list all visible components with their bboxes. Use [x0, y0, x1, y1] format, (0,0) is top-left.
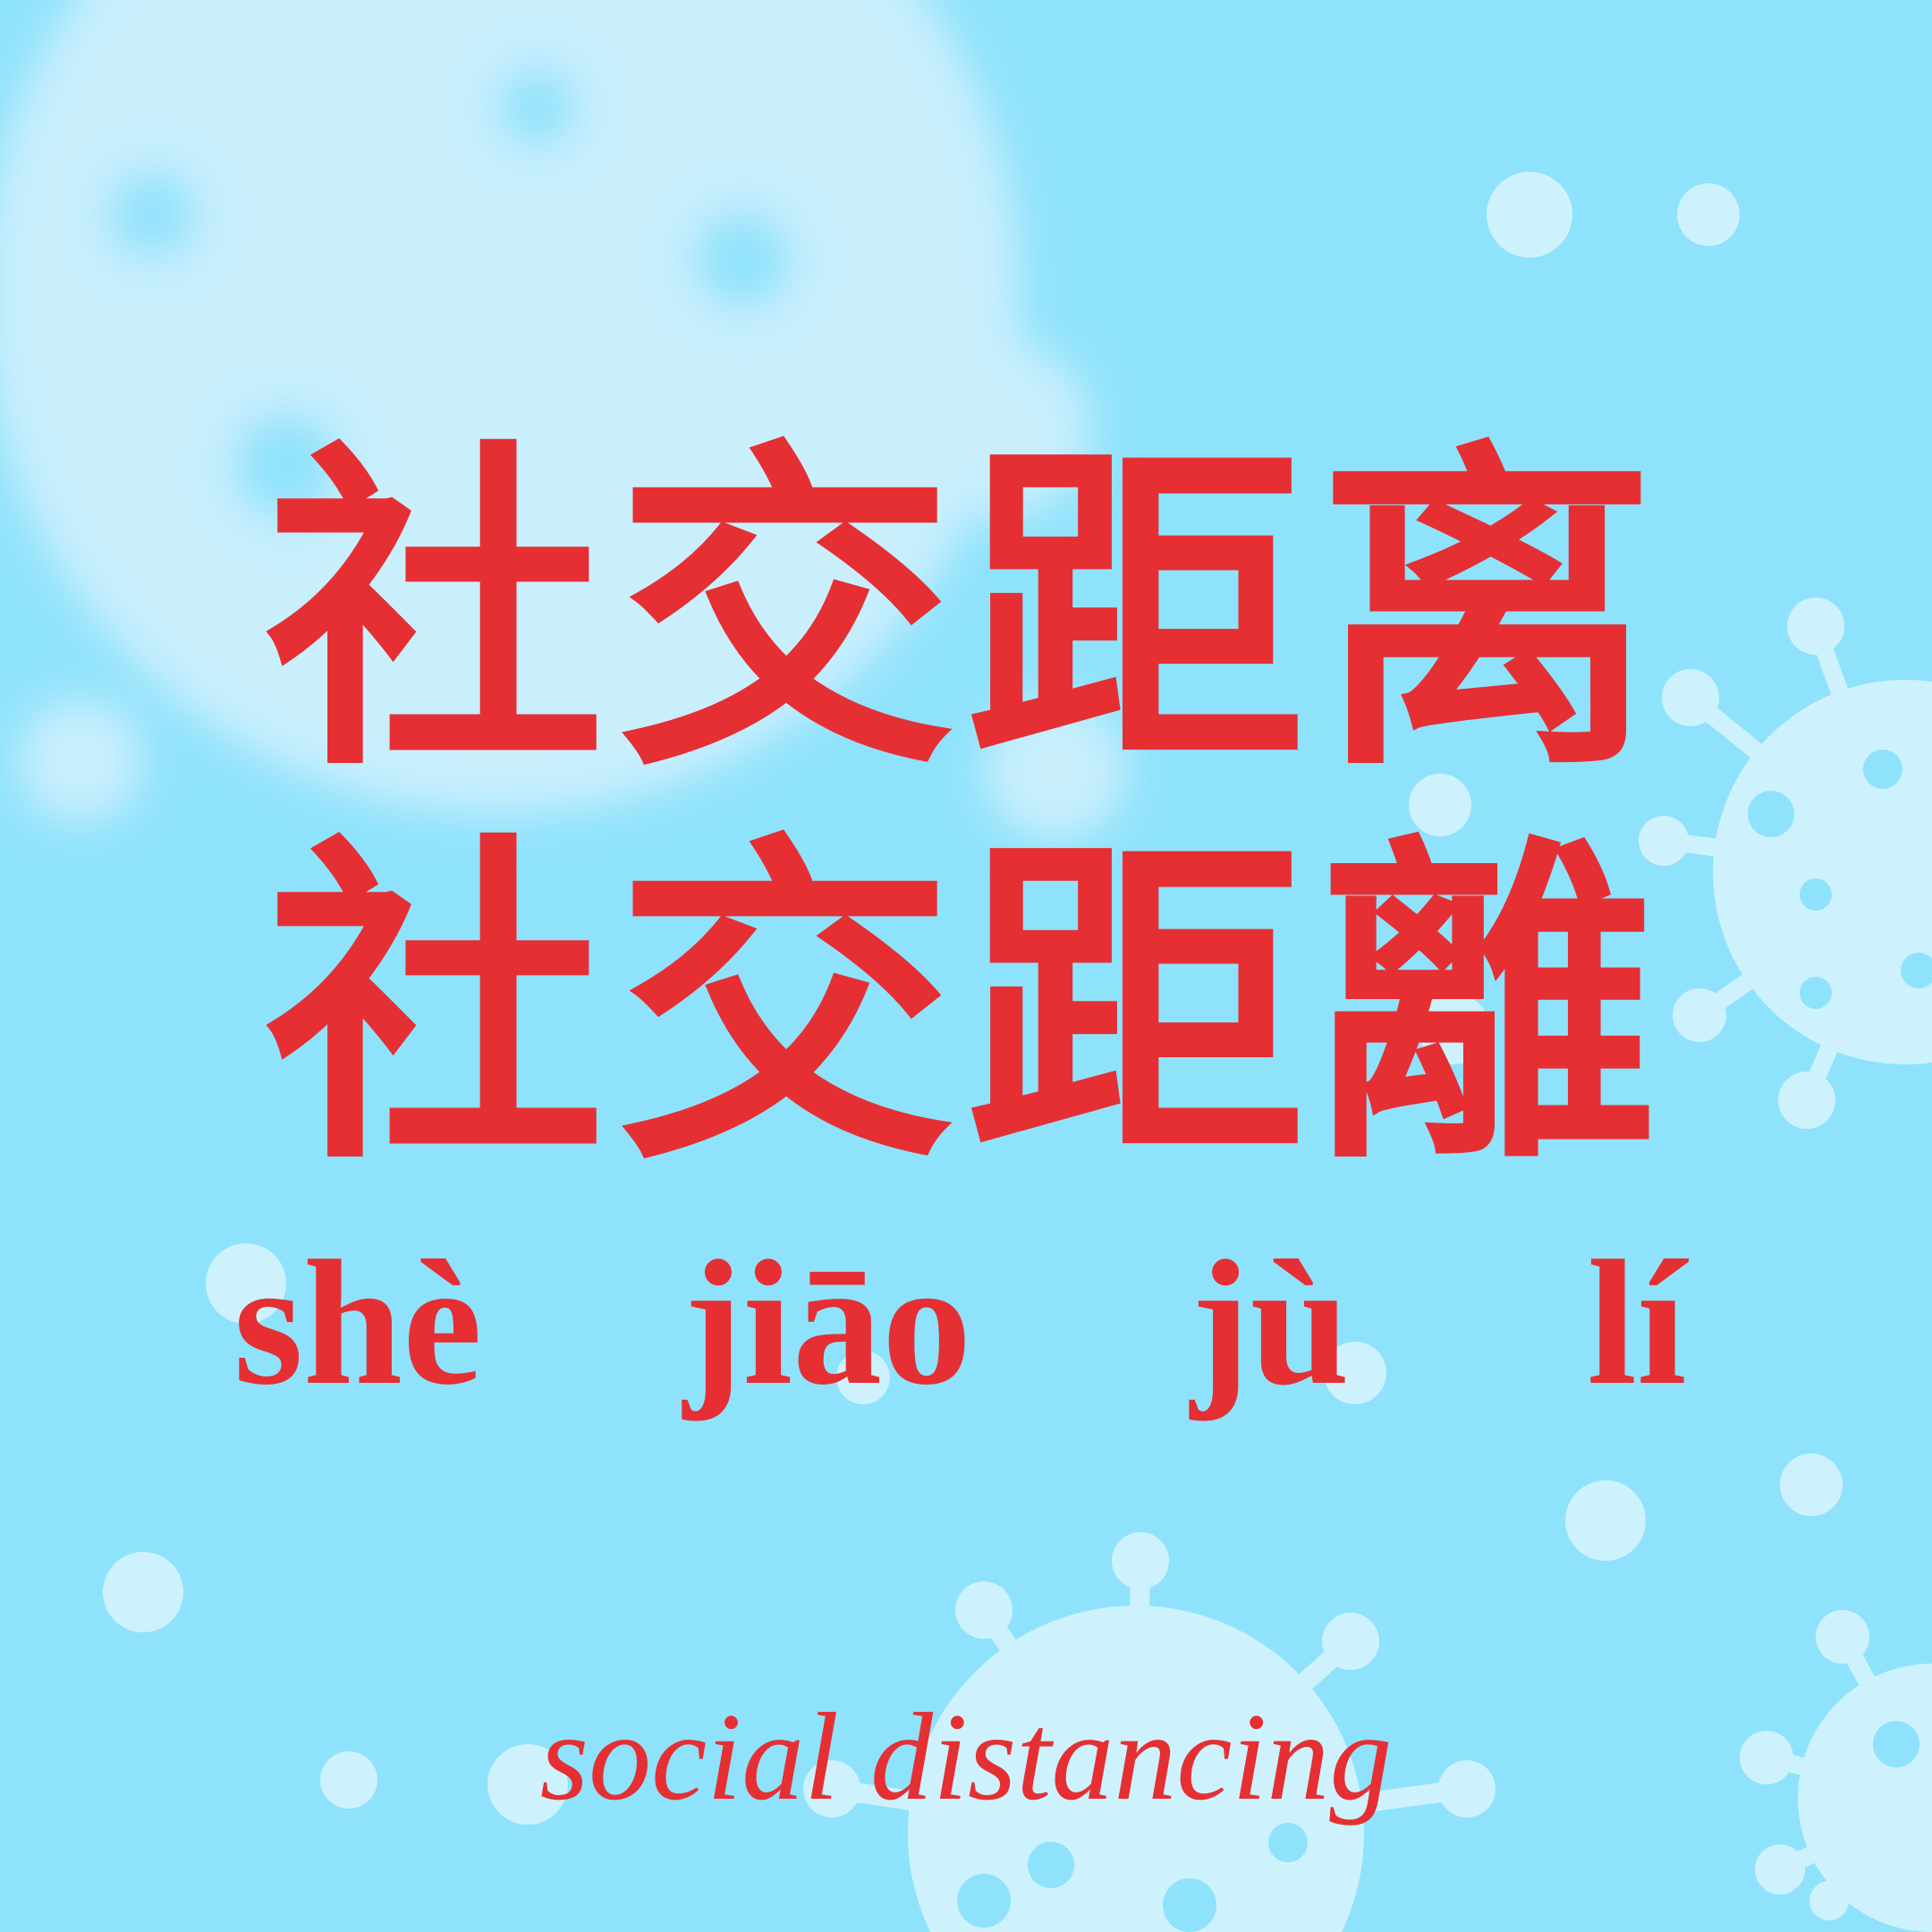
english-translation: social distancing [539, 1688, 1393, 1826]
pinyin-syllable: jiāo [682, 1224, 972, 1422]
dot-icon [103, 172, 1849, 1920]
title-traditional: 社交距離 [265, 809, 1667, 1205]
virus-icon [1740, 1610, 1932, 1932]
virus-icon [803, 1532, 1496, 1932]
pinyin-syllable: shè [233, 1224, 482, 1422]
title-simplified: 社交距离 [265, 415, 1667, 811]
virus-icon [1639, 597, 1932, 1129]
pinyin-syllable: jù [1191, 1224, 1350, 1422]
pinyin-syllable: lí [1587, 1224, 1687, 1422]
blurred-virus-icon [0, 0, 1127, 841]
